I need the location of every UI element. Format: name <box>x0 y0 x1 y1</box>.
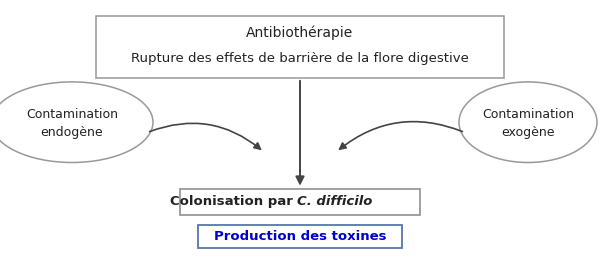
FancyBboxPatch shape <box>96 16 504 78</box>
FancyBboxPatch shape <box>180 188 420 214</box>
Text: Antibiothérapie: Antibiothérapie <box>247 25 353 40</box>
Text: Rupture des effets de barrière de la flore digestive: Rupture des effets de barrière de la flo… <box>131 52 469 65</box>
Ellipse shape <box>459 82 597 162</box>
Text: endogène: endogène <box>41 126 103 139</box>
Text: Colonisation par: Colonisation par <box>170 195 297 208</box>
Text: Production des toxines: Production des toxines <box>214 230 386 243</box>
FancyBboxPatch shape <box>198 225 402 248</box>
Ellipse shape <box>0 82 153 162</box>
Text: Contamination: Contamination <box>482 108 574 121</box>
Text: Contamination: Contamination <box>26 108 118 121</box>
Text: exogène: exogène <box>501 126 555 139</box>
Text: C. difficilo: C. difficilo <box>297 195 373 208</box>
